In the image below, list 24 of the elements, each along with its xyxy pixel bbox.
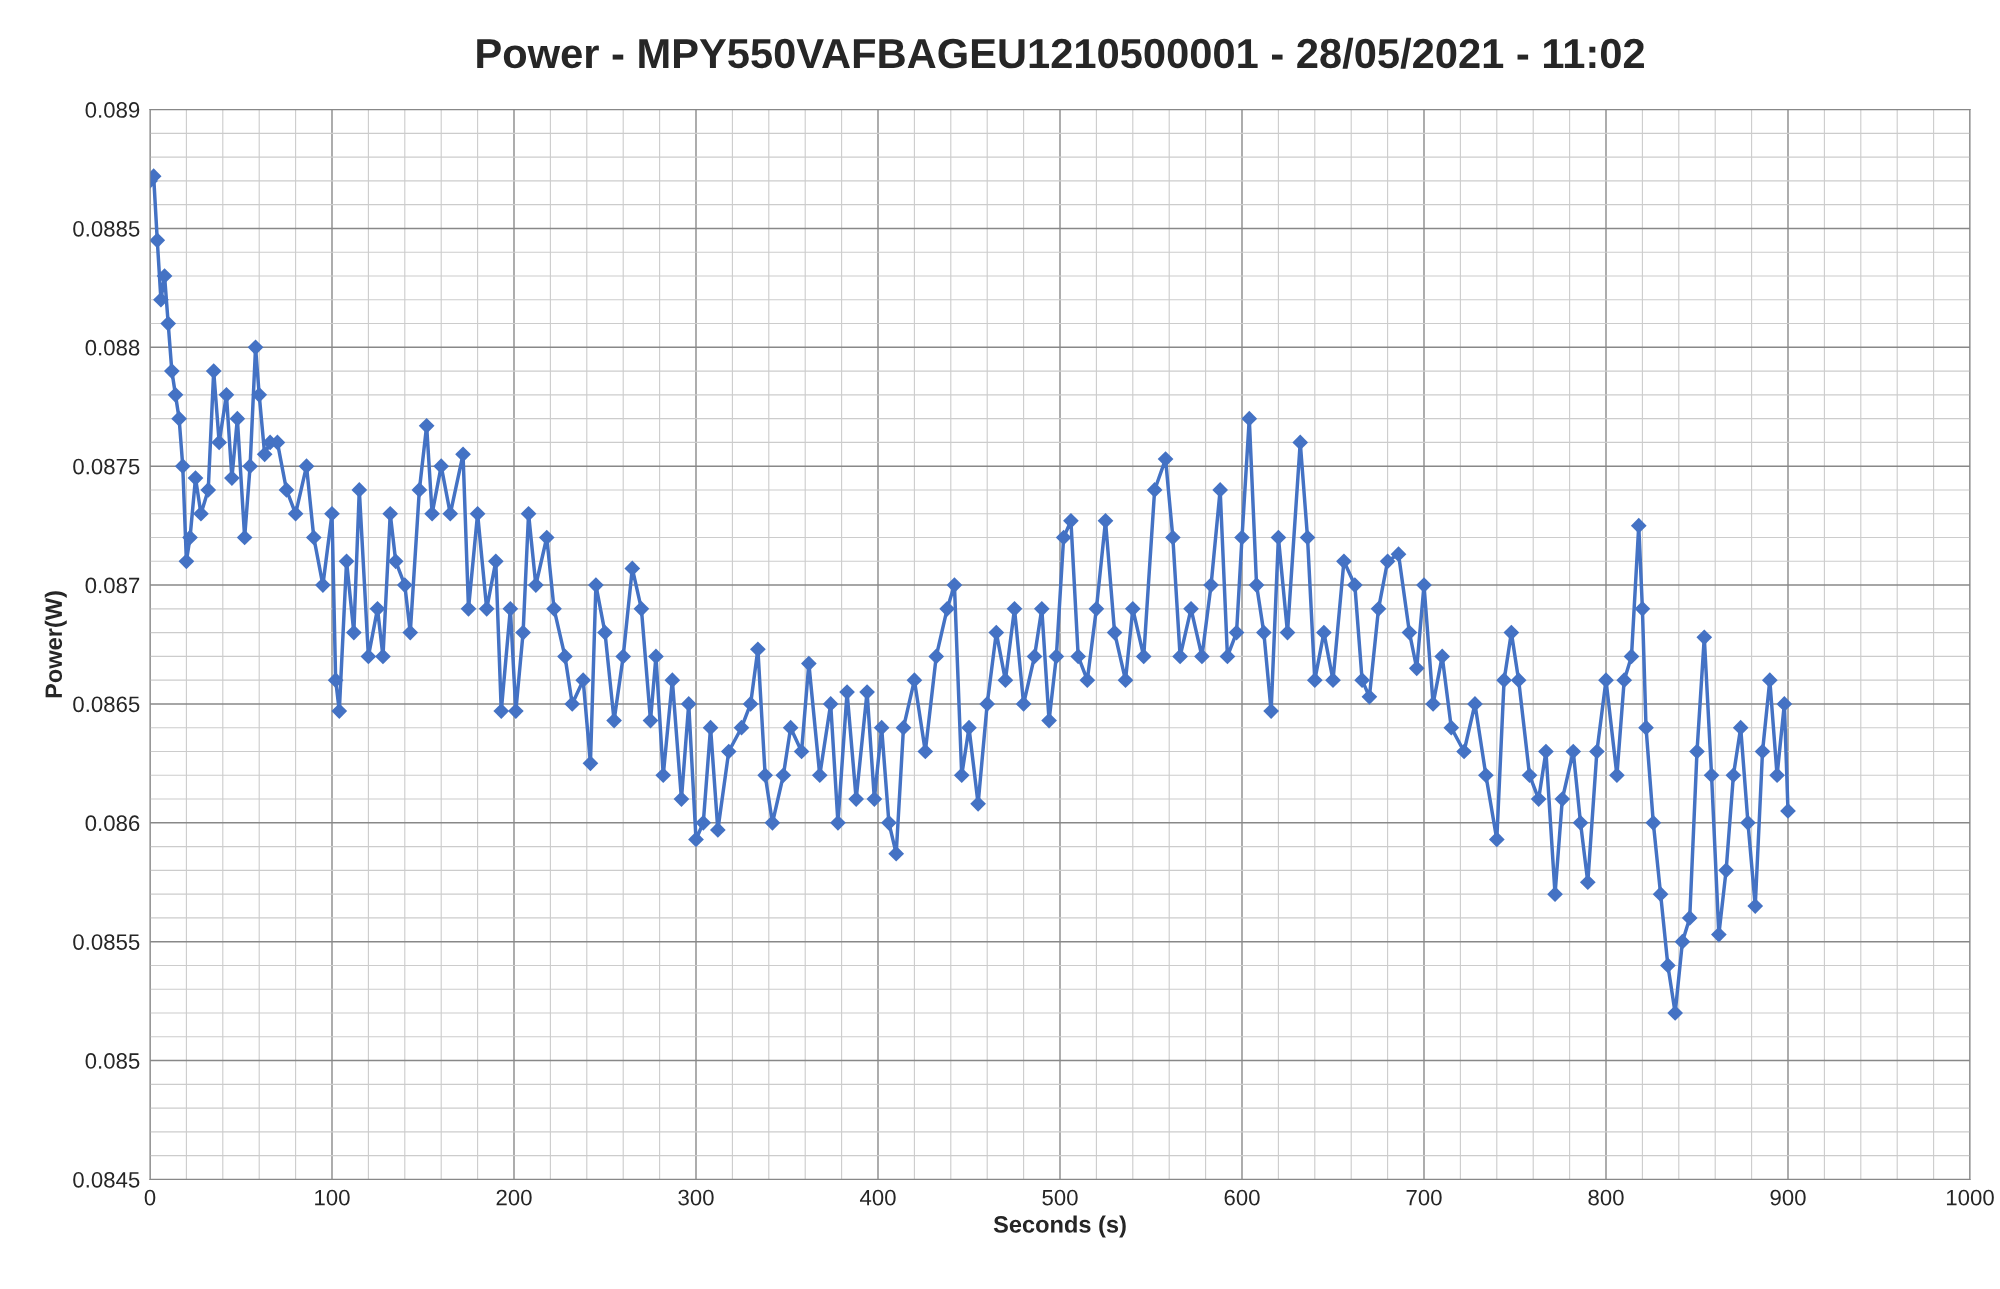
y-tick-label: 0.0845: [73, 1171, 140, 1188]
x-tick-label: 900: [1770, 1189, 1806, 1206]
chart-title: Power - MPY550VAFBAGEU1210500001 - 28/05/2021 - 11:02: [477, 37, 1644, 69]
x-tick-label: 600: [1224, 1189, 1260, 1206]
x-tick-label: 700: [1406, 1189, 1442, 1206]
x-tick-label: 1000: [1946, 1189, 1994, 1206]
x-tick-label: 400: [859, 1189, 896, 1206]
y-tick-label: 0.087: [85, 577, 140, 594]
x-axis-title: Seconds (s): [993, 1215, 1126, 1238]
x-tick-label: 800: [1588, 1189, 1624, 1206]
y-tick-label: 0.0875: [73, 458, 140, 475]
y-tick-label: 0.088: [85, 339, 140, 356]
y-tick-label: 0.0855: [73, 934, 140, 950]
x-tick-label: 300: [678, 1189, 714, 1206]
x-tick-label: 500: [1042, 1189, 1078, 1206]
y-tick-label: 0.0865: [73, 696, 140, 713]
y-tick-label: 0.085: [85, 1053, 140, 1069]
y-tick-label: 0.086: [85, 815, 140, 832]
x-tick-label: 200: [496, 1189, 532, 1206]
y-tick-label: 0.0885: [73, 220, 140, 237]
x-tick-label: 0: [144, 1189, 156, 1206]
y-tick-label: 0.089: [85, 102, 140, 118]
x-tick-label: 100: [315, 1189, 350, 1206]
y-axis-title: Power(W): [44, 591, 67, 698]
